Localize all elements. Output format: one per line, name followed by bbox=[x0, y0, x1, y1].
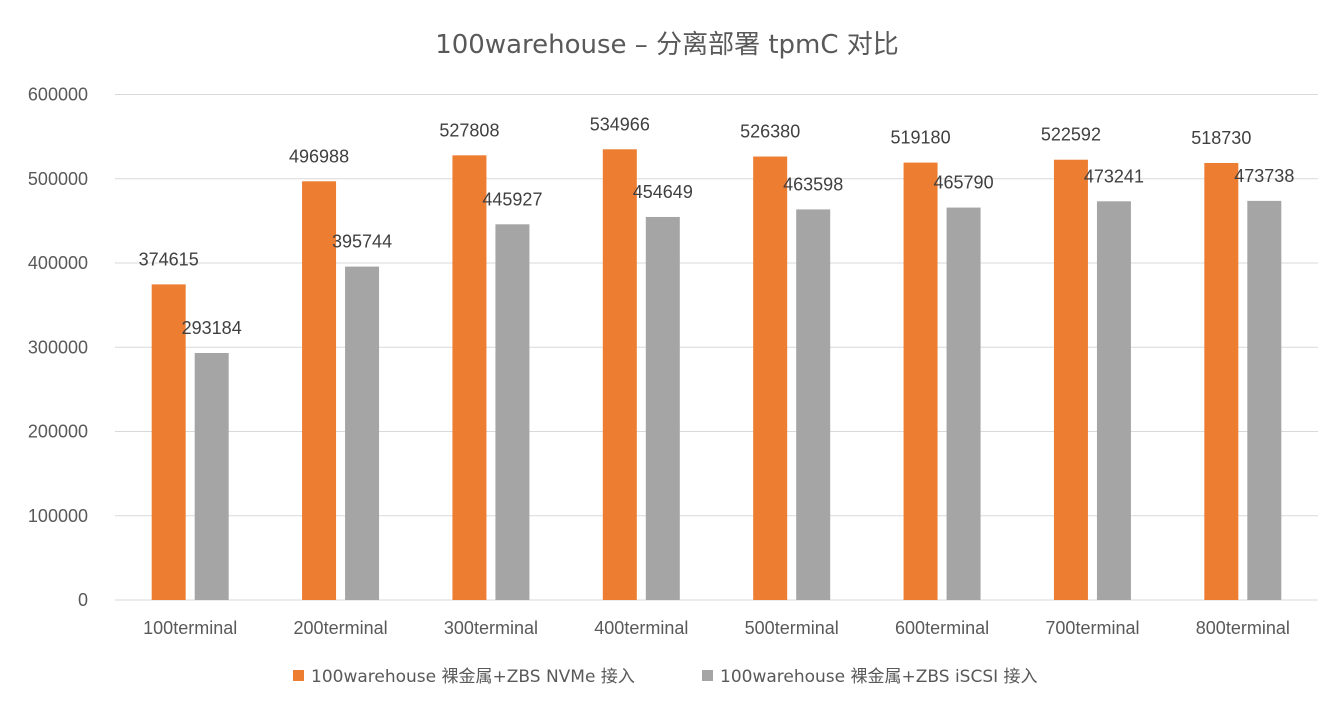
bars bbox=[151, 149, 1282, 601]
x-tick-label: 100terminal bbox=[143, 618, 237, 638]
bar bbox=[946, 207, 981, 600]
bar bbox=[151, 284, 186, 600]
data-label: 473241 bbox=[1084, 166, 1144, 186]
x-tick-label: 600terminal bbox=[895, 618, 989, 638]
data-label: 527808 bbox=[439, 120, 499, 140]
legend-label-iscsi: 100warehouse 裸金属+ZBS iSCSI 接入 bbox=[720, 667, 1038, 687]
bar bbox=[602, 149, 637, 600]
bar bbox=[302, 181, 337, 601]
bar bbox=[645, 216, 680, 600]
y-tick-label: 0 bbox=[78, 590, 88, 610]
y-tick-label: 200000 bbox=[28, 422, 88, 442]
bar bbox=[194, 352, 229, 600]
x-tick-label: 500terminal bbox=[745, 618, 839, 638]
data-label: 293184 bbox=[182, 318, 242, 338]
data-label: 519180 bbox=[891, 128, 951, 148]
x-axis-ticks: 100terminal 200terminal 300terminal 400term… bbox=[143, 618, 1290, 638]
data-label: 496988 bbox=[289, 146, 349, 166]
bar bbox=[903, 162, 938, 600]
legend-swatch-nvme bbox=[293, 670, 304, 681]
x-tick-label: 200terminal bbox=[294, 618, 388, 638]
legend-label-nvme: 100warehouse 裸金属+ZBS NVMe 接入 bbox=[311, 667, 635, 687]
bar bbox=[495, 224, 530, 600]
data-label: 473738 bbox=[1234, 166, 1294, 186]
data-label: 526380 bbox=[740, 122, 800, 142]
data-labels: 374615 293184 496988 395744 527808 445927 5349… bbox=[139, 114, 1295, 338]
bar bbox=[345, 266, 380, 600]
bar bbox=[753, 156, 788, 601]
data-label: 454649 bbox=[633, 182, 693, 202]
y-tick-label: 600000 bbox=[28, 85, 88, 105]
data-label: 522592 bbox=[1041, 125, 1101, 145]
data-label: 534966 bbox=[590, 114, 650, 134]
x-tick-label: 300terminal bbox=[444, 618, 538, 638]
data-label: 518730 bbox=[1191, 128, 1251, 148]
data-label: 463598 bbox=[783, 174, 843, 194]
x-tick-label: 700terminal bbox=[1045, 618, 1139, 638]
bar bbox=[452, 155, 487, 600]
data-label: 374615 bbox=[139, 249, 199, 269]
bar bbox=[796, 209, 831, 600]
chart-title: 100warehouse – 分离部署 tpmC 对比 bbox=[435, 30, 899, 60]
y-tick-label: 500000 bbox=[28, 169, 88, 189]
legend-swatch-iscsi bbox=[702, 670, 713, 681]
legend: 100warehouse 裸金属+ZBS NVMe 接入 100warehous… bbox=[293, 667, 1038, 687]
bar bbox=[1096, 201, 1131, 600]
data-label: 395744 bbox=[332, 232, 392, 252]
data-label: 465790 bbox=[934, 173, 994, 193]
y-axis-ticks: 0 100000 200000 300000 400000 500000 600000 bbox=[28, 85, 88, 611]
x-tick-label: 400terminal bbox=[594, 618, 688, 638]
y-tick-label: 100000 bbox=[28, 506, 88, 526]
bar bbox=[1053, 159, 1088, 600]
bar bbox=[1204, 162, 1239, 600]
x-tick-label: 800terminal bbox=[1196, 618, 1290, 638]
bar bbox=[1247, 200, 1282, 600]
y-tick-label: 400000 bbox=[28, 253, 88, 273]
y-tick-label: 300000 bbox=[28, 337, 88, 357]
data-label: 445927 bbox=[482, 189, 542, 209]
